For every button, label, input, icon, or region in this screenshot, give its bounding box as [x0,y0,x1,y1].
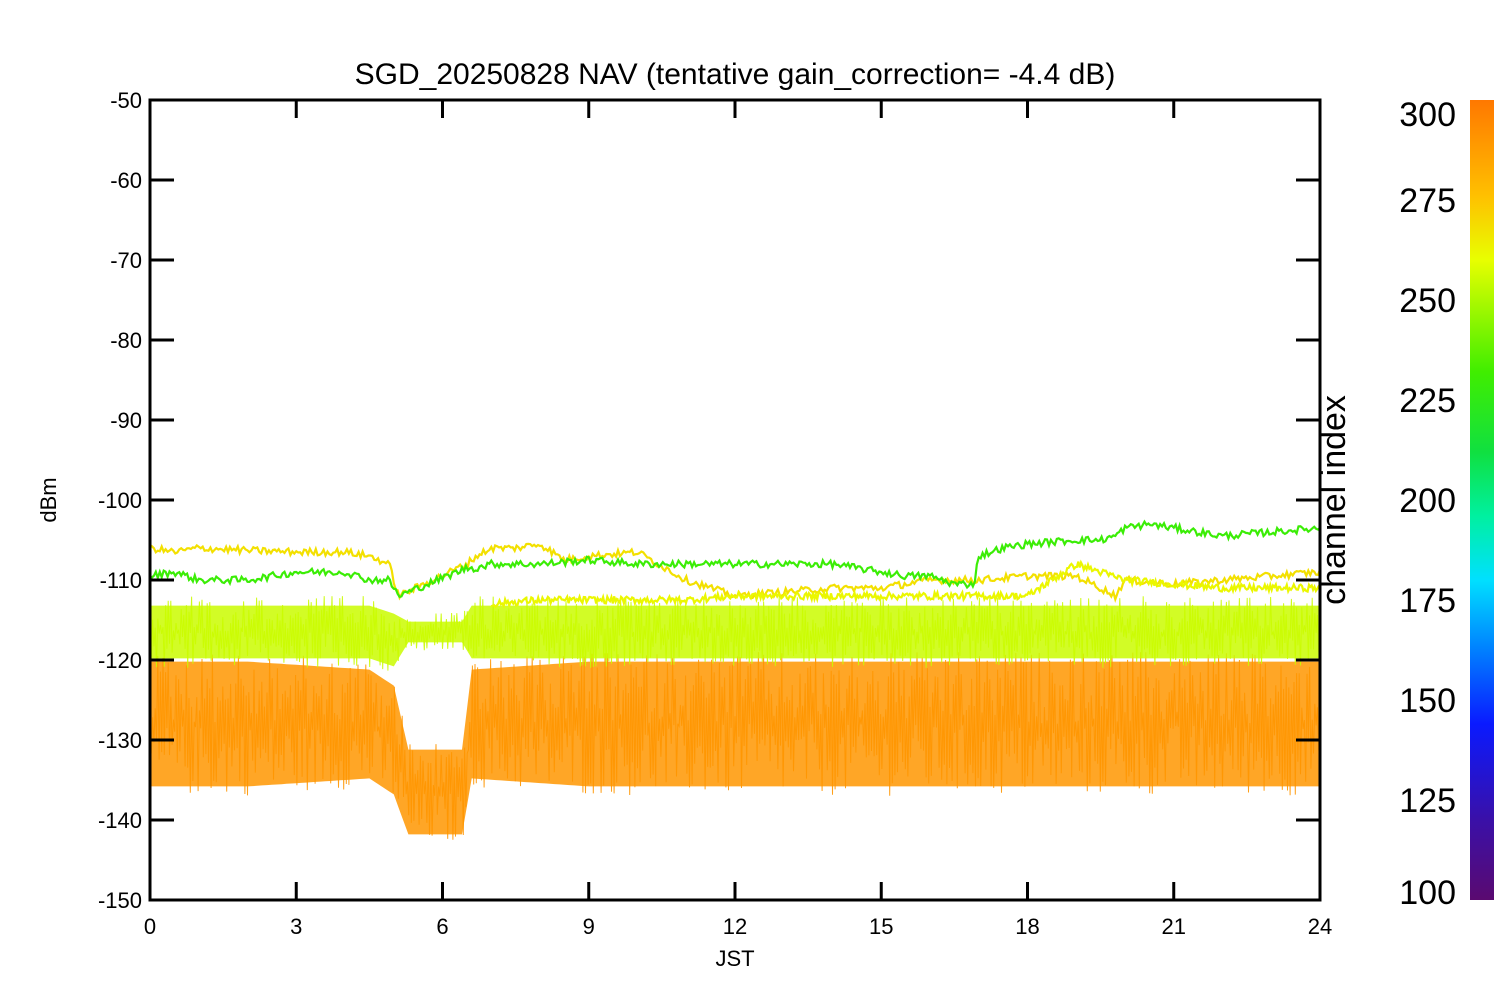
colorbar-tick-label: 300 [1399,96,1456,134]
colorbar-tick-label: 150 [1399,682,1456,720]
x-tick-label: 15 [869,914,893,939]
y-tick-label: -70 [110,248,142,273]
colorbar-tick-label: 275 [1399,182,1456,220]
x-tick-label: 12 [723,914,747,939]
x-tick-label: 18 [1015,914,1039,939]
colorbar-label: channel index [1315,395,1353,605]
band-trace [150,596,1320,671]
x-tick-label: 21 [1162,914,1186,939]
colorbar-ticks: 300 275 250 225 200 175 150 125 100 [1399,96,1456,912]
y-tick-label: -140 [98,808,142,833]
series-line [150,519,1320,599]
band-trace [150,652,1320,840]
series-channel-band-250-mid [150,596,1320,671]
x-tick-label: 6 [436,914,448,939]
colorbar-tick-label: 100 [1399,874,1456,912]
colorbar-tick-label: 200 [1399,482,1456,520]
series-channel-level-260-low [490,559,1320,609]
y-tick-label: -150 [98,888,142,913]
colorbar [1470,100,1494,900]
y-tick-label: -100 [98,488,142,513]
x-axis: 0 3 6 9 12 15 18 21 24 [144,100,1332,939]
x-tick-label: 0 [144,914,156,939]
y-tick-label: -50 [110,88,142,113]
series-layer [150,519,1320,840]
colorbar-tick-label: 125 [1399,782,1456,820]
colorbar-tick-label: 225 [1399,382,1456,420]
colorbar-tick-label: 250 [1399,282,1456,320]
y-axis-label: dBm [36,477,61,522]
x-tick-label: 3 [290,914,302,939]
y-tick-label: -120 [98,648,142,673]
series-channel-band-300-lower [150,652,1320,840]
series-line [490,559,1320,609]
x-axis-label: JST [715,946,754,971]
x-tick-label: 24 [1308,914,1332,939]
y-tick-label: -60 [110,168,142,193]
y-tick-label: -110 [100,568,142,593]
x-tick-label: 9 [583,914,595,939]
y-tick-label: -80 [110,328,142,353]
colorbar-tick-label: 175 [1399,582,1456,620]
chart-title: SGD_20250828 NAV (tentative gain_correct… [355,58,1116,91]
y-axis: -50 -60 -70 -80 -90 -100 -110 -120 -130 -140 -150 [98,88,1320,913]
series-channel-level-230-upper [150,519,1320,599]
y-tick-label: -90 [110,408,142,433]
y-tick-label: -130 [98,728,142,753]
